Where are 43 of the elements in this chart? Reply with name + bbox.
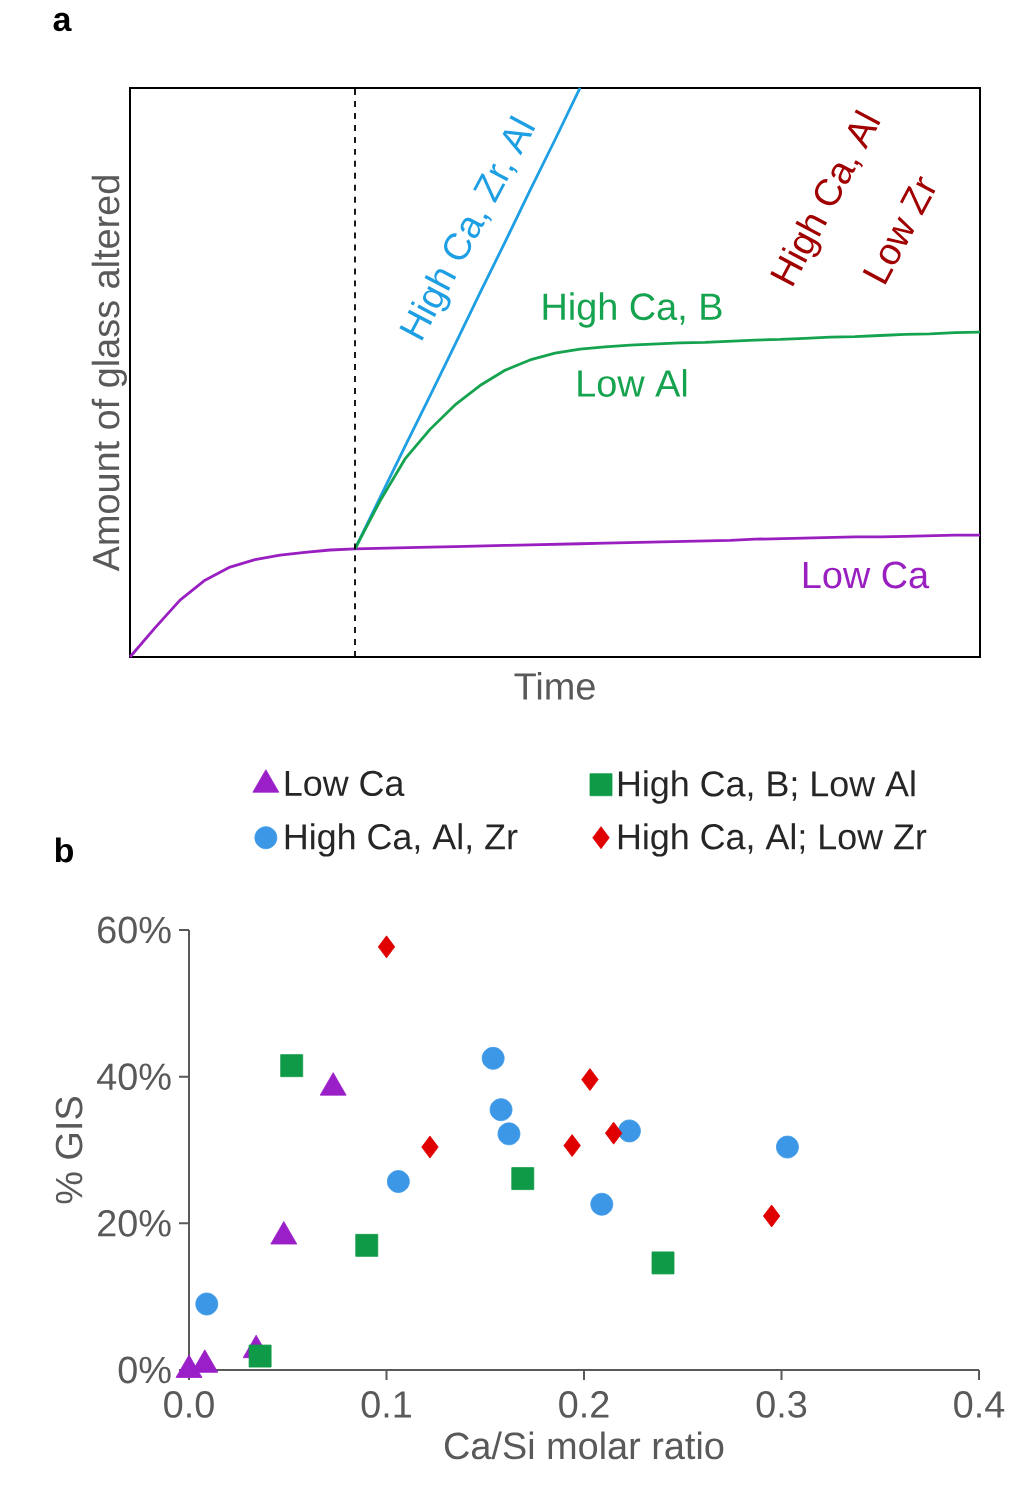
point <box>581 1068 599 1091</box>
point <box>618 1119 641 1143</box>
point <box>651 1251 675 1275</box>
point <box>481 1046 505 1070</box>
annotation: Low Al <box>578 369 687 397</box>
point <box>497 1122 521 1146</box>
point <box>590 1192 614 1216</box>
annotation: High Ca, B <box>543 292 722 328</box>
chart-title: a <box>53 12 72 32</box>
text: High Ca, Zr, Al <box>399 115 536 341</box>
point <box>489 1098 513 1122</box>
point <box>355 1233 379 1257</box>
point <box>386 1170 410 1193</box>
point <box>280 1054 304 1078</box>
annotation: Low Zr <box>862 176 936 285</box>
y-axis-title: % GIS <box>55 1097 83 1204</box>
y-tick-label: 60% <box>98 916 171 944</box>
x-tick-label: 0.4 <box>954 1391 1005 1418</box>
x-tick-label: 0.3 <box>756 1391 807 1418</box>
point <box>776 1135 799 1159</box>
chart-title: b <box>55 837 73 863</box>
point <box>195 1292 219 1316</box>
y-tick-label: 0% <box>118 1356 171 1384</box>
y-tick-label: 20% <box>98 1209 171 1237</box>
point <box>563 1134 581 1157</box>
x-tick-label: 0.2 <box>559 1391 609 1418</box>
point <box>762 1204 781 1228</box>
legend-label: High Ca, Al, Zr <box>285 823 518 857</box>
y-axis-title: Amount of glass altered <box>91 176 127 572</box>
legend-label: High Ca, Al; Low Zr <box>618 823 927 857</box>
legend-label: Low Ca <box>285 770 405 797</box>
x-axis-title: Time <box>514 672 595 700</box>
point <box>421 1135 439 1159</box>
point <box>511 1167 535 1190</box>
point <box>604 1121 623 1145</box>
point <box>248 1344 272 1368</box>
x-axis-title: Ca/Si molar ratio <box>444 1431 724 1460</box>
series-label: Low Ca <box>803 561 930 589</box>
legend-label: High Ca, B; Low Al <box>618 770 915 804</box>
x-tick-label: 0.0 <box>164 1391 214 1418</box>
x-tick-label: 0.1 <box>361 1391 411 1418</box>
point <box>377 935 396 959</box>
y-tick-label: 40% <box>97 1063 171 1091</box>
